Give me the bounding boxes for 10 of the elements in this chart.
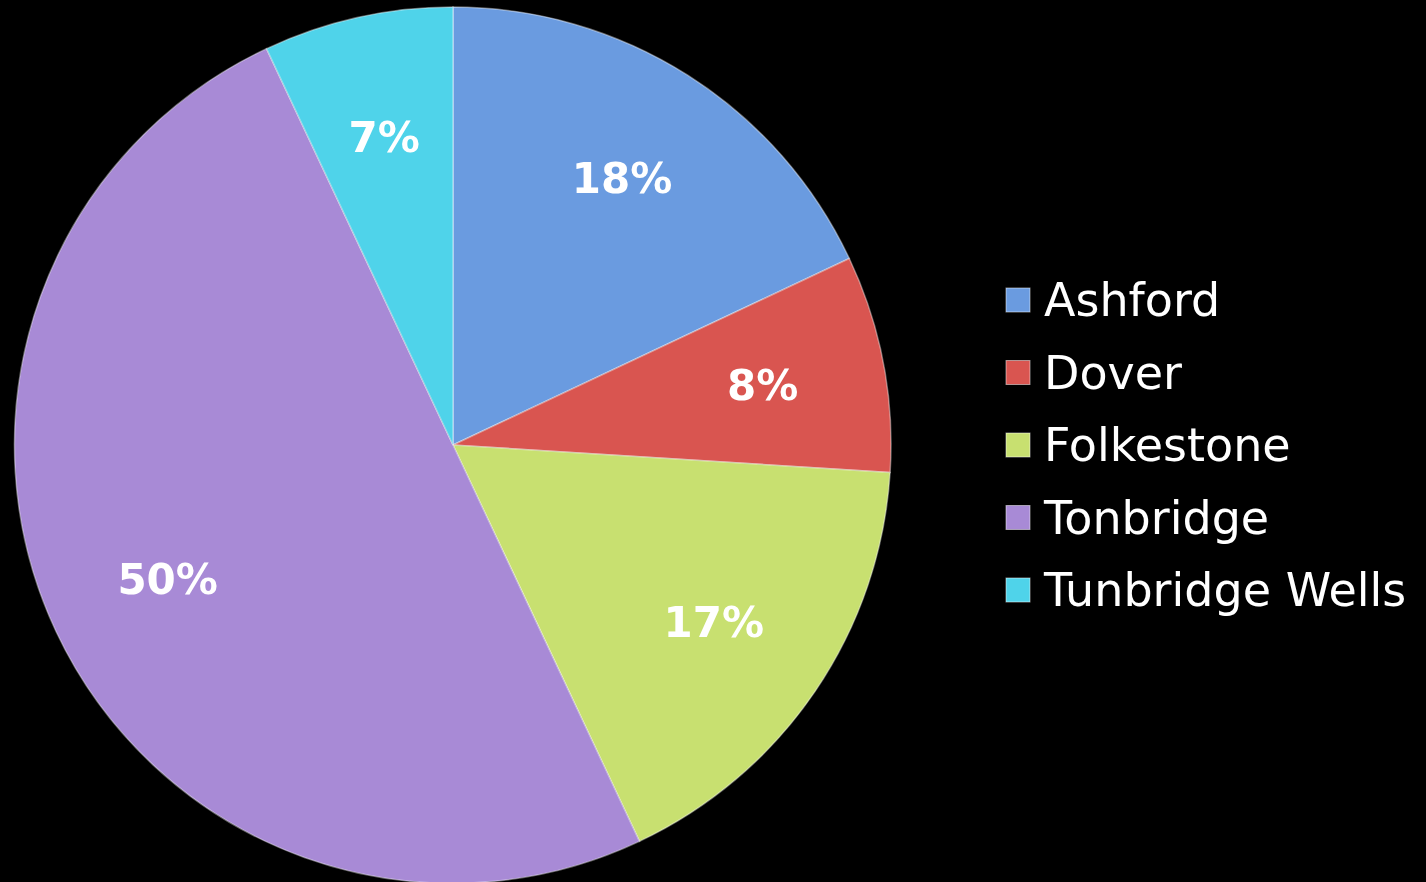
data-label: 8% <box>727 361 799 411</box>
legend-label: Dover <box>1044 345 1183 400</box>
legend-label: Folkestone <box>1044 418 1291 472</box>
legend-label: Tonbridge <box>1043 490 1270 545</box>
legend-label: Tunbridge Wells <box>1043 563 1407 617</box>
data-label: 17% <box>663 597 765 647</box>
data-label: 7% <box>348 112 420 162</box>
legend-label: Ashford <box>1044 273 1221 327</box>
data-label: 50% <box>117 554 218 604</box>
data-label: 18% <box>571 154 673 204</box>
